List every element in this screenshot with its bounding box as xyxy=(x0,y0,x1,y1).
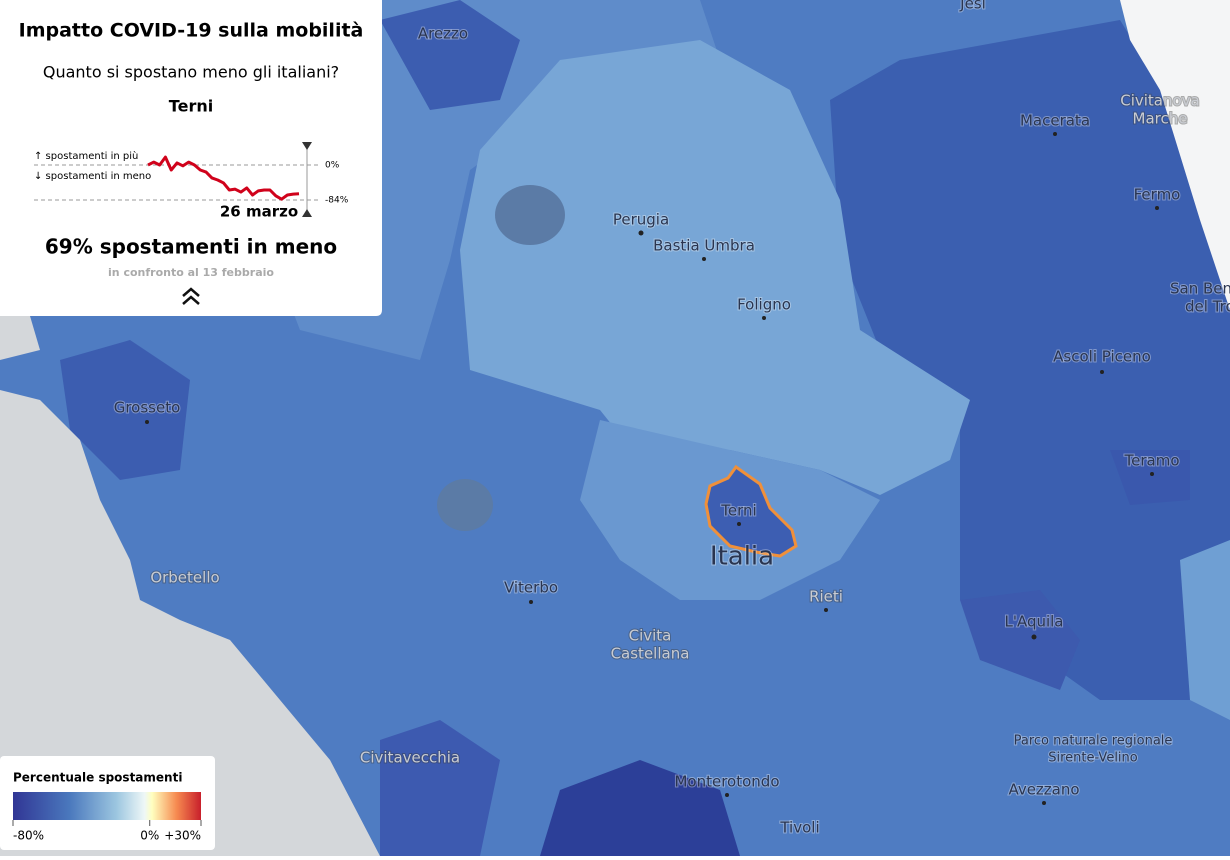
city-dot xyxy=(1053,132,1057,136)
legend-tick-label: -80% xyxy=(13,829,44,843)
legend-tick-label: +30% xyxy=(164,829,201,843)
info-panel: Impatto COVID-19 sulla mobilità Quanto s… xyxy=(0,0,382,316)
place-label: Monterotondo xyxy=(674,773,779,791)
place-label: Tivoli xyxy=(779,819,819,837)
sparkline xyxy=(147,155,300,201)
legend-tick-label: 0% xyxy=(140,829,159,843)
city-dot xyxy=(638,230,644,236)
down-label: ↓ spostamenti in meno xyxy=(34,171,151,182)
date-label: 26 marzo xyxy=(220,203,298,221)
place-label: Civitavecchia xyxy=(360,749,460,767)
city-dot xyxy=(1031,634,1037,640)
place-label: Fermo xyxy=(1134,186,1181,204)
city-dot xyxy=(145,420,149,424)
place-label: Rieti xyxy=(809,588,843,606)
up-label: ↑ spostamenti in più xyxy=(34,150,138,162)
place-name: Terni xyxy=(169,97,213,116)
legend-gradient xyxy=(13,792,201,820)
place-label: L'Aquila xyxy=(1004,613,1063,631)
city-dot xyxy=(1100,370,1104,374)
city-dot xyxy=(824,608,828,612)
selected-region[interactable] xyxy=(704,464,798,558)
place-label: Foligno xyxy=(737,296,791,314)
place-label: Avezzano xyxy=(1008,781,1079,799)
place-label: Teramo xyxy=(1124,452,1180,470)
city-dot xyxy=(1042,801,1046,805)
map-labels: Arezzo Jesi Perugia Bastia Umbra Foligno… xyxy=(113,0,1230,838)
place-label: Grosseto xyxy=(114,399,181,417)
place-label: Parco naturale regionale xyxy=(1014,734,1173,749)
collapse-button[interactable] xyxy=(182,287,200,305)
city-dot xyxy=(737,522,741,526)
country-label: Italia xyxy=(710,542,774,572)
place-label: Jesi xyxy=(959,0,986,13)
place-label: Castellana xyxy=(611,645,690,663)
comparison: in confronto al 13 febbraio xyxy=(108,266,274,279)
city-dot xyxy=(725,793,729,797)
panel-bg xyxy=(0,0,382,316)
sparkline-tick-label: -84% xyxy=(325,196,349,206)
place-label: San Benedetto xyxy=(1170,280,1230,298)
place-label: Macerata xyxy=(1020,112,1090,130)
sparkline-tick-label: 0% xyxy=(325,161,340,171)
marker-top xyxy=(302,142,312,150)
place-label: Perugia xyxy=(613,211,669,229)
place-label: Civitanova xyxy=(1120,92,1200,110)
city-dot xyxy=(702,257,706,261)
city-dot xyxy=(762,316,766,320)
place-label: Arezzo xyxy=(418,25,468,43)
panel-title: Impatto COVID-19 sulla mobilità xyxy=(19,20,364,42)
place-label: del Tronto xyxy=(1185,298,1230,316)
legend: Percentuale spostamenti -80% 0% +30% xyxy=(0,756,215,850)
place-label: Terni xyxy=(720,502,756,520)
place-label: Viterbo xyxy=(504,579,558,597)
legend-title: Percentuale spostamenti xyxy=(13,771,182,785)
city-dot xyxy=(1150,472,1154,476)
place-label: Bastia Umbra xyxy=(653,237,755,255)
place-label: Ascoli Piceno xyxy=(1053,348,1151,366)
panel-subtitle: Quanto si spostano meno gli italiani? xyxy=(43,63,339,82)
city-dot xyxy=(1155,206,1159,210)
place-label: Orbetello xyxy=(150,569,219,587)
city-dot xyxy=(529,600,533,604)
place-label: Marche xyxy=(1133,110,1188,128)
place-label: Sirente-Velino xyxy=(1048,751,1138,766)
stat: 69% spostamenti in meno xyxy=(45,235,337,259)
place-label: Civita xyxy=(629,627,672,645)
marker-bottom xyxy=(302,209,312,217)
